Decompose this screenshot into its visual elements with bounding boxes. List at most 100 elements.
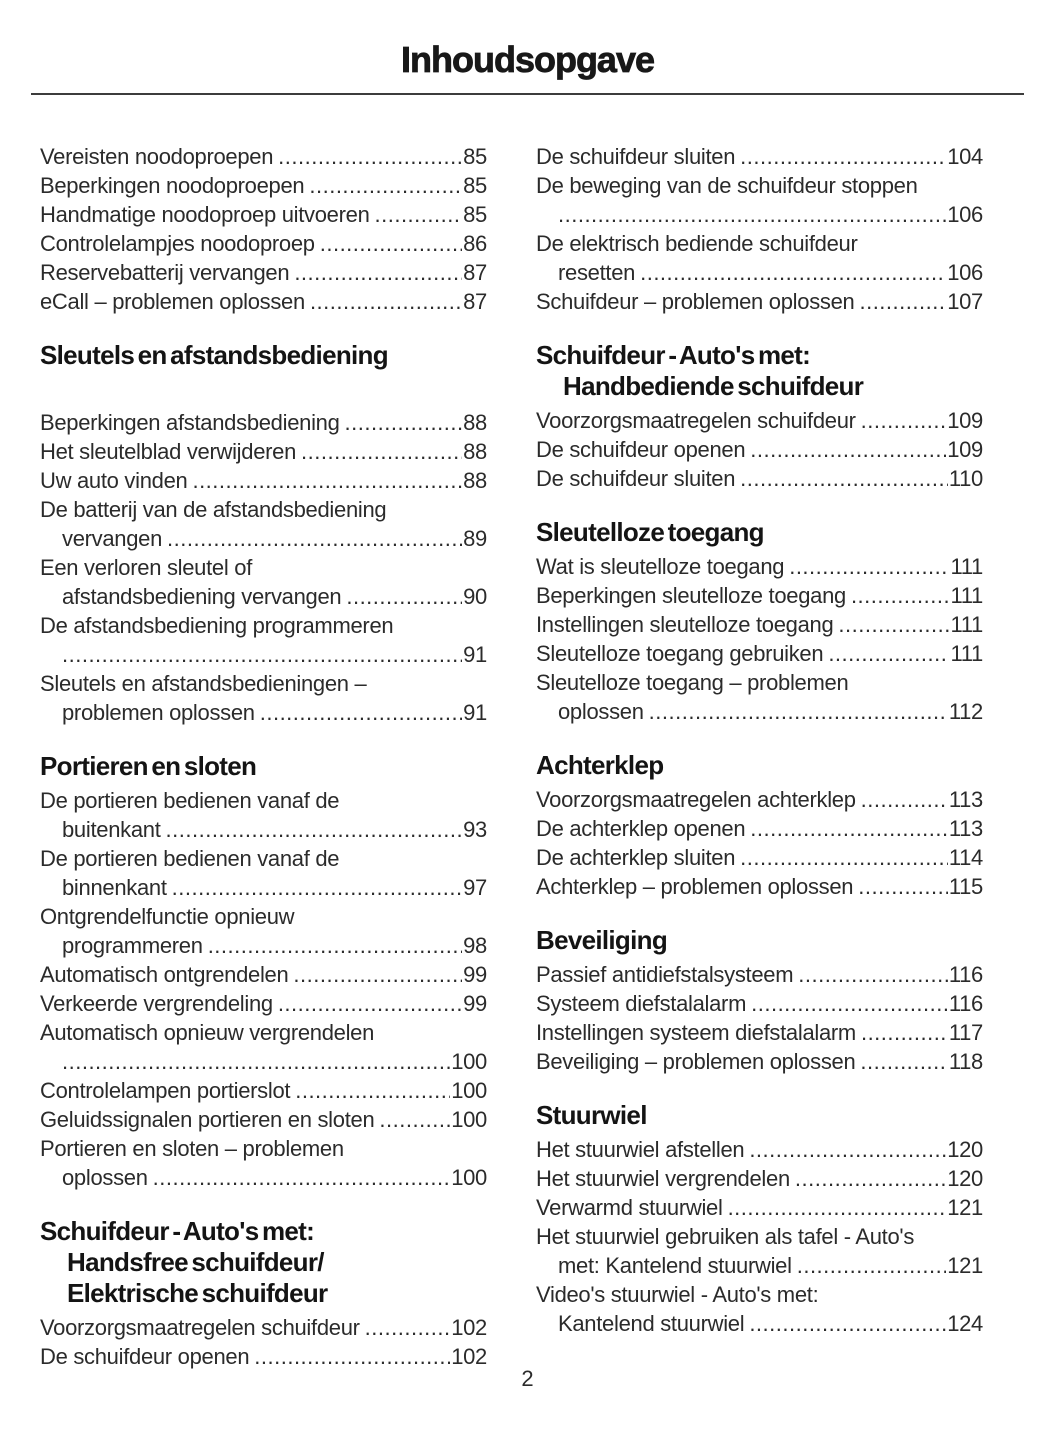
entry-page-number: 111 (950, 641, 983, 666)
toc-entry[interactable]: De elektrisch bediende schuifdeur resette… (536, 229, 983, 287)
entry-page-number: 115 (948, 874, 983, 899)
toc-entry[interactable]: Automatisch ontgrendelen................… (40, 960, 487, 989)
section-heading: Stuurwiel (536, 1100, 983, 1131)
dot-leader: ........................................… (319, 231, 462, 256)
toc-entry[interactable]: De achterklep sluiten...................… (536, 843, 983, 872)
entry-page-number: 107 (947, 289, 983, 314)
entry-title-line: Ontgrendelfunctie opnieuw (40, 904, 295, 929)
entry-title: Wat is sleutelloze toegang (536, 554, 785, 579)
toc-entry[interactable]: Beperkingen sleutelloze toegang.........… (536, 581, 983, 610)
section-heading: Achterklep (536, 750, 983, 781)
toc-entry[interactable]: Beperkingen afstandsbediening...........… (40, 408, 487, 437)
toc-entry[interactable]: De schuifdeur sluiten...................… (536, 464, 983, 493)
entry-title-line: De batterij van de afstandsbediening (40, 497, 387, 522)
dot-leader: ........................................… (344, 410, 463, 435)
dot-leader: ........................................… (293, 962, 462, 987)
entry-title: De achterklep openen (536, 816, 746, 841)
entry-page-number: 97 (463, 875, 487, 900)
toc-entry[interactable]: Het stuurwiel gebruiken als tafel - Auto… (536, 1222, 983, 1280)
entry-title: Beperkingen sleutelloze toegang (536, 583, 846, 608)
entry-page-number: 117 (948, 1020, 983, 1045)
toc-entry[interactable]: eCall – problemen oplossen..............… (40, 287, 487, 316)
dot-leader: ........................................… (860, 1049, 947, 1074)
toc-entry[interactable]: Systeem diefstalalarm...................… (536, 989, 983, 1018)
toc-entry[interactable]: Voorzorgsmaatregelen schuifdeur.........… (40, 1313, 487, 1342)
toc-entry[interactable]: Ontgrendelfunctie opnieuw programmeren...… (40, 902, 487, 960)
entry-title: Beperkingen noodoproepen (40, 173, 305, 198)
section-heading-line: Stuurwiel (536, 1100, 647, 1130)
toc-entry[interactable]: Sleutels en afstandsbedieningen – problem… (40, 669, 487, 727)
toc-entry[interactable]: Verwarmd stuurwiel......................… (536, 1193, 983, 1222)
entry-title: Het stuurwiel vergrendelen (536, 1166, 790, 1191)
dot-leader: ........................................… (858, 874, 948, 899)
toc-entry[interactable]: Wat is sleutelloze toegang..............… (536, 552, 983, 581)
toc-entry[interactable]: Instellingen systeem diefstalalarm......… (536, 1018, 983, 1047)
toc-entry[interactable]: De beweging van de schuifdeur stoppen...… (536, 171, 983, 229)
toc-entry[interactable]: Voorzorgsmaatregelen schuifdeur.........… (536, 406, 983, 435)
entry-page-number: 85 (463, 144, 487, 169)
entry-title: Beperkingen afstandsbediening (40, 410, 340, 435)
section-heading-line: Sleutels en afstandsbediening (40, 340, 389, 370)
toc-entry[interactable]: De schuifdeur sluiten...................… (536, 142, 983, 171)
toc-entry[interactable]: Schuifdeur – problemen oplossen.........… (536, 287, 983, 316)
toc-entry[interactable]: Voorzorgsmaatregelen achterklep.........… (536, 785, 983, 814)
toc-entry[interactable]: Controlelampjes noodoproep..............… (40, 229, 487, 258)
section-heading-line: Achterklep (536, 750, 664, 780)
toc-entry[interactable]: Het stuurwiel vergrendelen..............… (536, 1164, 983, 1193)
dot-leader: ........................................… (860, 1020, 948, 1045)
toc-entry[interactable]: Handmatige noodoproep uitvoeren.........… (40, 200, 487, 229)
toc-entry[interactable]: Achterklep – problemen oplossen.........… (536, 872, 983, 901)
entry-title: Controlelampen portierslot (40, 1078, 291, 1103)
entry-title: buitenkant (62, 817, 161, 842)
toc-entry[interactable]: Vereisten noodoproepen..................… (40, 142, 487, 171)
entry-title: De schuifdeur openen (536, 437, 746, 462)
toc-entry[interactable]: Video's stuurwiel - Auto's met: Kantelend… (536, 1280, 983, 1338)
toc-entry[interactable]: Het sleutelblad verwijderen.............… (40, 437, 487, 466)
entry-title: Instellingen sleutelloze toegang (536, 612, 834, 637)
toc-entry[interactable]: Het stuurwiel afstellen.................… (536, 1135, 983, 1164)
entry-page-number: 121 (947, 1253, 983, 1278)
entry-title-line: De portieren bedienen vanaf de (40, 846, 340, 871)
toc-column-right: De schuifdeur sluiten...................… (536, 142, 983, 1371)
toc-entry[interactable]: De portieren bedienen vanaf de buitenkant… (40, 786, 487, 844)
entry-title: Het stuurwiel afstellen (536, 1137, 745, 1162)
toc-entry[interactable]: Reservebatterij vervangen...............… (40, 258, 487, 287)
section-heading-line: Handbediende schuifdeur (563, 371, 864, 401)
toc-entry[interactable]: Uw auto vinden..........................… (40, 466, 487, 495)
toc-entry[interactable]: De schuifdeur openen....................… (536, 435, 983, 464)
toc-entry[interactable]: Passief antidiefstalsysteem.............… (536, 960, 983, 989)
toc-entry[interactable]: Beperkingen noodoproepen................… (40, 171, 487, 200)
dot-leader: ........................................… (640, 260, 946, 285)
dot-leader: ........................................… (62, 642, 462, 667)
toc-entry[interactable]: De afstandsbediening programmeren.......… (40, 611, 487, 669)
dot-leader: ........................................… (309, 289, 463, 314)
toc-entry[interactable]: Sleutelloze toegang gebruiken...........… (536, 639, 983, 668)
entry-page-number: 99 (463, 962, 487, 987)
toc-entry[interactable]: Beveiliging – problemen oplossen........… (536, 1047, 983, 1076)
toc-entry[interactable]: De achterklep openen....................… (536, 814, 983, 843)
section-heading-line: Schuifdeur - Auto's met: (536, 340, 811, 370)
dot-leader: ........................................… (277, 991, 462, 1016)
dot-leader: ........................................… (62, 1049, 451, 1074)
section-heading: Schuifdeur - Auto's met: Handbediende sch… (536, 340, 983, 402)
dot-leader: ........................................… (860, 408, 947, 433)
toc-entry[interactable]: Geluidssignalen portieren en sloten.....… (40, 1105, 487, 1134)
toc-entry[interactable]: Controlelampen portierslot..............… (40, 1076, 487, 1105)
toc-entry[interactable]: Sleutelloze toegang – problemen oplossen.… (536, 668, 983, 726)
toc-entry[interactable]: De batterij van de afstandsbediening verv… (40, 495, 487, 553)
entry-page-number: 109 (947, 437, 983, 462)
toc-entry[interactable]: Portieren en sloten – problemen oplossen.… (40, 1134, 487, 1192)
toc-entry[interactable]: Verkeerde vergrendeling.................… (40, 989, 487, 1018)
entry-page-number: 88 (463, 410, 487, 435)
toc-entry[interactable]: Automatisch opnieuw vergrendelen........… (40, 1018, 487, 1076)
entry-title: De schuifdeur openen (40, 1344, 250, 1369)
dot-leader: ........................................… (740, 144, 946, 169)
dot-leader: ........................................… (749, 1137, 947, 1162)
section-heading-line: Sleutelloze toegang (536, 517, 765, 547)
entry-page-number: 85 (463, 202, 487, 227)
toc-entry[interactable]: De schuifdeur openen....................… (40, 1342, 487, 1371)
toc-entry[interactable]: De portieren bedienen vanaf de binnenkant… (40, 844, 487, 902)
toc-entry[interactable]: Een verloren sleutel of afstandsbediening… (40, 553, 487, 611)
entry-page-number: 91 (463, 642, 487, 667)
toc-entry[interactable]: Instellingen sleutelloze toegang........… (536, 610, 983, 639)
